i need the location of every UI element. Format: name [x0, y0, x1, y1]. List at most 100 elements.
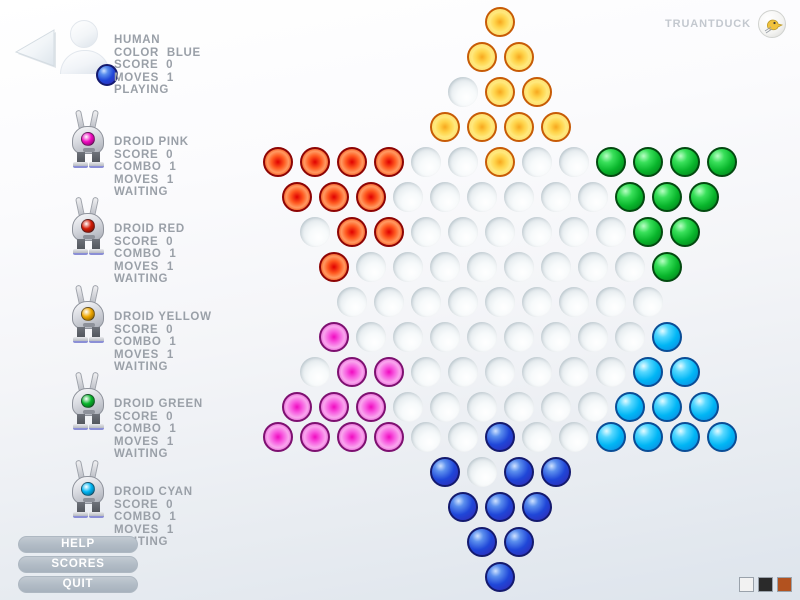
- peg-red[interactable]: [263, 147, 293, 177]
- peg-yellow[interactable]: [522, 77, 552, 107]
- swatch-rust[interactable]: [777, 577, 792, 592]
- peg-cyan[interactable]: [707, 422, 737, 452]
- peg-green[interactable]: [614, 182, 645, 212]
- peg-magenta[interactable]: [318, 392, 349, 422]
- board-hole[interactable]: [559, 357, 589, 387]
- peg-cyan[interactable]: [633, 422, 663, 452]
- board-hole[interactable]: [614, 322, 645, 352]
- board-hole[interactable]: [448, 357, 478, 387]
- board-hole[interactable]: [448, 77, 478, 107]
- board-hole[interactable]: [466, 457, 497, 487]
- peg-blue[interactable]: [429, 457, 460, 487]
- peg-cyan[interactable]: [670, 422, 700, 452]
- board-hole[interactable]: [559, 147, 589, 177]
- peg-yellow[interactable]: [485, 7, 515, 37]
- board-hole[interactable]: [522, 217, 552, 247]
- board-hole[interactable]: [411, 217, 441, 247]
- board-hole[interactable]: [392, 182, 423, 212]
- peg-cyan[interactable]: [651, 322, 682, 352]
- board-hole[interactable]: [411, 287, 441, 317]
- board-hole[interactable]: [522, 147, 552, 177]
- board-hole[interactable]: [559, 217, 589, 247]
- peg-magenta[interactable]: [374, 357, 404, 387]
- swatch-dark[interactable]: [758, 577, 773, 592]
- peg-yellow[interactable]: [466, 42, 497, 72]
- peg-magenta[interactable]: [337, 422, 367, 452]
- board-hole[interactable]: [522, 422, 552, 452]
- peg-green[interactable]: [688, 182, 719, 212]
- board-hole[interactable]: [540, 322, 571, 352]
- peg-cyan[interactable]: [688, 392, 719, 422]
- board-hole[interactable]: [503, 182, 534, 212]
- board-hole[interactable]: [392, 392, 423, 422]
- board-hole[interactable]: [485, 217, 515, 247]
- board-hole[interactable]: [633, 287, 663, 317]
- peg-cyan[interactable]: [596, 422, 626, 452]
- board-hole[interactable]: [466, 392, 497, 422]
- board-hole[interactable]: [466, 322, 497, 352]
- peg-red[interactable]: [374, 217, 404, 247]
- board-hole[interactable]: [485, 357, 515, 387]
- board-hole[interactable]: [448, 147, 478, 177]
- peg-blue[interactable]: [485, 562, 515, 592]
- help-button[interactable]: HELP: [18, 536, 138, 553]
- board-hole[interactable]: [337, 287, 367, 317]
- peg-magenta[interactable]: [318, 322, 349, 352]
- board-hole[interactable]: [577, 182, 608, 212]
- peg-yellow[interactable]: [485, 77, 515, 107]
- peg-cyan[interactable]: [670, 357, 700, 387]
- board-hole[interactable]: [466, 182, 497, 212]
- peg-cyan[interactable]: [633, 357, 663, 387]
- board-hole[interactable]: [503, 252, 534, 282]
- board-hole[interactable]: [355, 322, 386, 352]
- board-hole[interactable]: [429, 252, 460, 282]
- peg-magenta[interactable]: [281, 392, 312, 422]
- peg-green[interactable]: [651, 182, 682, 212]
- peg-cyan[interactable]: [614, 392, 645, 422]
- peg-red[interactable]: [318, 252, 349, 282]
- board-hole[interactable]: [577, 322, 608, 352]
- peg-red[interactable]: [337, 217, 367, 247]
- peg-magenta[interactable]: [300, 422, 330, 452]
- peg-red[interactable]: [374, 147, 404, 177]
- board-hole[interactable]: [503, 322, 534, 352]
- swatch-white[interactable]: [739, 577, 754, 592]
- board-hole[interactable]: [540, 252, 571, 282]
- peg-green[interactable]: [670, 147, 700, 177]
- peg-yellow[interactable]: [503, 112, 534, 142]
- board-hole[interactable]: [522, 357, 552, 387]
- board-hole[interactable]: [540, 392, 571, 422]
- board-hole[interactable]: [448, 217, 478, 247]
- peg-yellow[interactable]: [485, 147, 515, 177]
- peg-cyan[interactable]: [651, 392, 682, 422]
- peg-blue[interactable]: [522, 492, 552, 522]
- peg-magenta[interactable]: [263, 422, 293, 452]
- peg-yellow[interactable]: [540, 112, 571, 142]
- peg-magenta[interactable]: [355, 392, 386, 422]
- peg-magenta[interactable]: [337, 357, 367, 387]
- board-hole[interactable]: [411, 357, 441, 387]
- board-hole[interactable]: [485, 287, 515, 317]
- board-hole[interactable]: [411, 422, 441, 452]
- peg-blue[interactable]: [466, 527, 497, 557]
- peg-green[interactable]: [707, 147, 737, 177]
- board-hole[interactable]: [300, 357, 330, 387]
- peg-green[interactable]: [670, 217, 700, 247]
- peg-blue[interactable]: [503, 527, 534, 557]
- peg-blue[interactable]: [485, 422, 515, 452]
- peg-green[interactable]: [596, 147, 626, 177]
- peg-green[interactable]: [633, 147, 663, 177]
- board-hole[interactable]: [355, 252, 386, 282]
- board-hole[interactable]: [596, 217, 626, 247]
- scores-button[interactable]: SCORES: [18, 556, 138, 573]
- peg-red[interactable]: [281, 182, 312, 212]
- peg-yellow[interactable]: [503, 42, 534, 72]
- board-hole[interactable]: [540, 182, 571, 212]
- board-hole[interactable]: [577, 252, 608, 282]
- peg-blue[interactable]: [503, 457, 534, 487]
- board-hole[interactable]: [596, 357, 626, 387]
- peg-yellow[interactable]: [429, 112, 460, 142]
- board-hole[interactable]: [577, 392, 608, 422]
- board-hole[interactable]: [392, 252, 423, 282]
